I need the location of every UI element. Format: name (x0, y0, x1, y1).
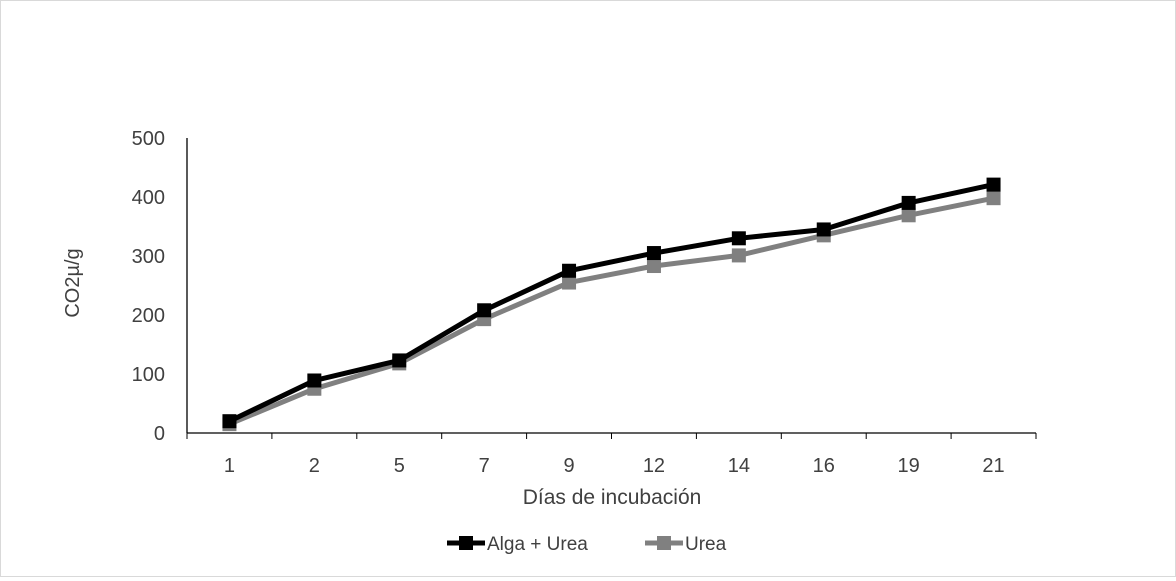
y-tick-label: 100 (132, 364, 165, 386)
x-tick-label: 19 (898, 455, 920, 477)
x-tick-label: 16 (813, 455, 835, 477)
y-tick-label: 300 (132, 246, 165, 268)
y-axis: 0 100 200 300 400 500 (132, 128, 188, 445)
x-axis-label: Días de incubación (523, 486, 702, 509)
series-line-urea (228, 195, 995, 427)
legend-marker-alga-urea (459, 536, 473, 550)
x-tick-label: 9 (563, 455, 574, 477)
data-point-urea (986, 191, 1001, 206)
x-axis: 1 2 5 7 9 12 14 16 19 21 (186, 432, 1037, 477)
data-point-urea (901, 208, 916, 223)
legend-label-urea: Urea (685, 534, 727, 555)
legend-marker-urea (657, 536, 671, 550)
data-point-alga-urea (562, 263, 577, 278)
data-point-alga-urea (222, 414, 237, 429)
y-tick-label: 400 (132, 187, 165, 209)
data-point-alga-urea (816, 222, 831, 237)
data-point-alga-urea (901, 195, 916, 210)
x-tick-label: 14 (728, 455, 750, 477)
data-point-alga-urea (307, 373, 322, 388)
x-tick-label: 2 (309, 455, 320, 477)
series-line-alga-urea (228, 182, 995, 424)
x-tick-label: 7 (479, 455, 490, 477)
x-tick-label: 5 (394, 455, 405, 477)
x-tick-label: 21 (982, 455, 1004, 477)
series-layer (222, 177, 1001, 432)
y-axis-label: CO2µ/g (62, 248, 84, 317)
y-tick-label: 200 (132, 305, 165, 327)
data-point-urea (646, 259, 661, 274)
data-point-urea (731, 248, 746, 263)
y-tick-label: 500 (132, 128, 165, 150)
data-point-alga-urea (731, 231, 746, 246)
legend-label-alga-urea: Alga + Urea (487, 534, 588, 555)
x-tick-label: 12 (643, 455, 665, 477)
data-point-alga-urea (392, 353, 407, 368)
data-point-alga-urea (986, 177, 1001, 192)
x-tick-label: 1 (224, 455, 235, 477)
y-tick-label: 0 (154, 423, 165, 445)
data-point-alga-urea (646, 246, 661, 261)
legend: Alga + Urea Urea (447, 534, 727, 555)
data-point-urea (562, 275, 577, 290)
data-point-alga-urea (477, 303, 492, 318)
